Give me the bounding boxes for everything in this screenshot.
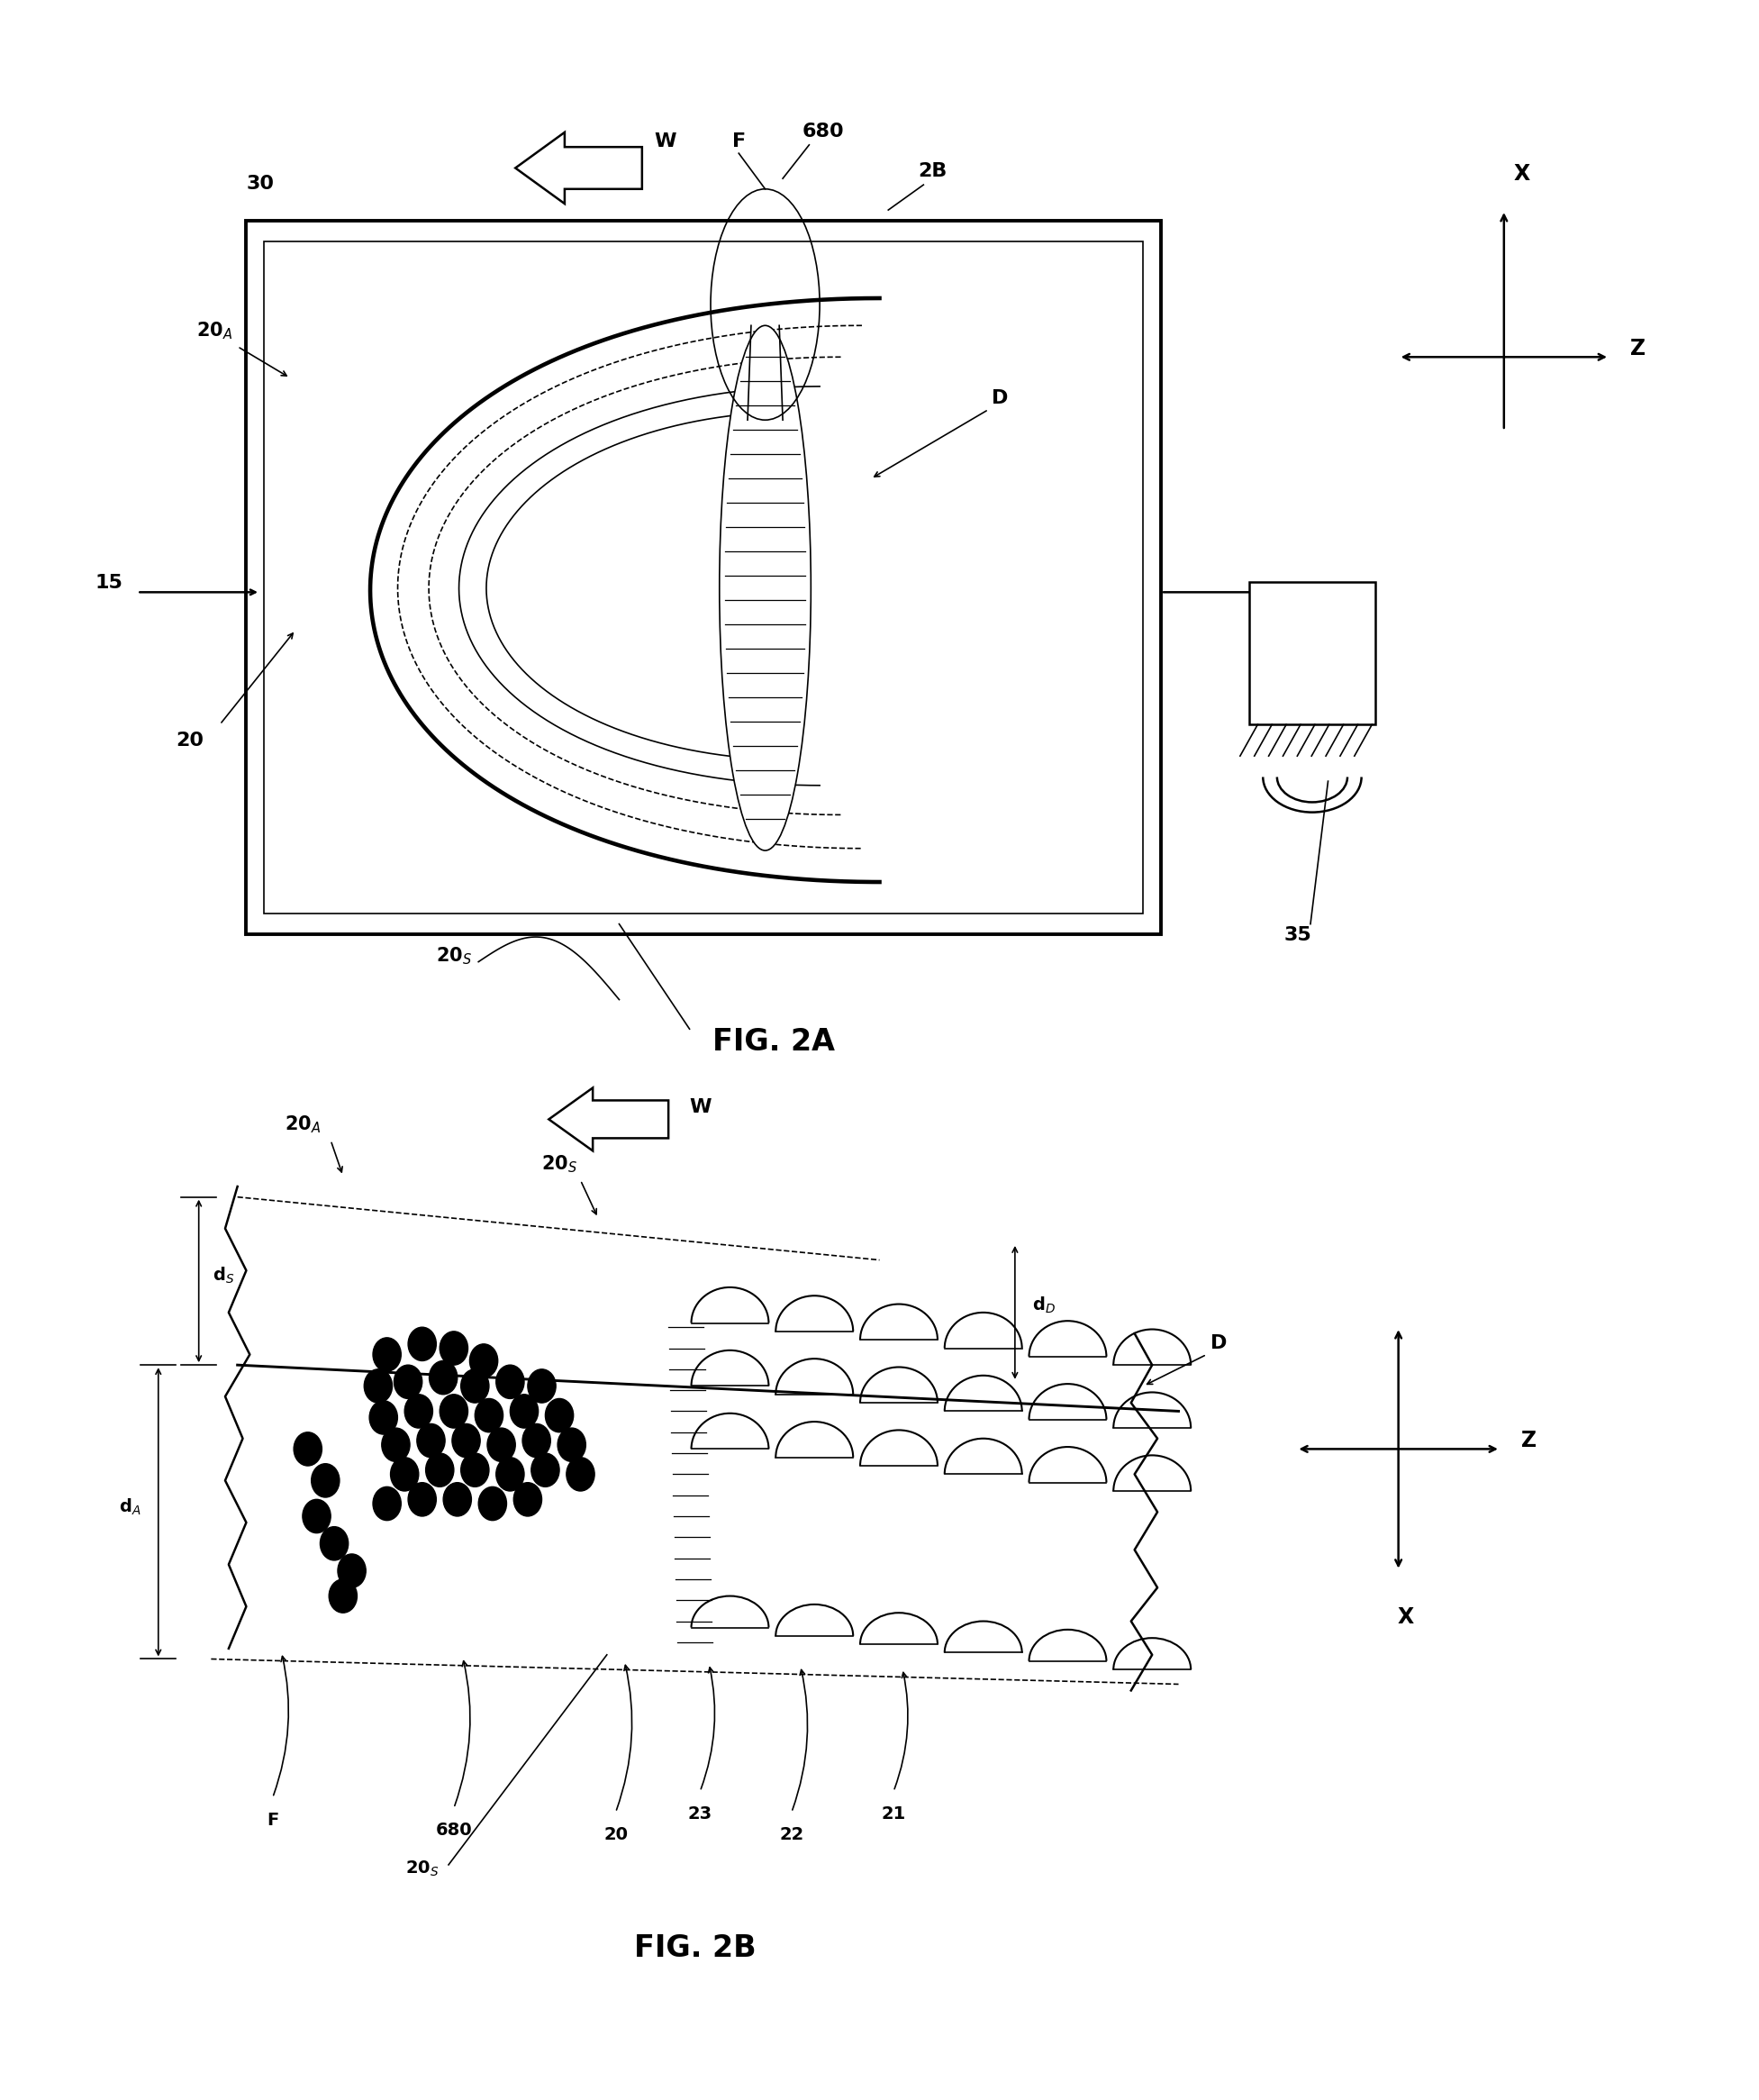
Ellipse shape — [719, 326, 811, 851]
Circle shape — [461, 1453, 489, 1487]
Text: 20$_S$: 20$_S$ — [405, 1858, 440, 1877]
Bar — [246, 220, 1161, 935]
Circle shape — [545, 1399, 573, 1432]
Circle shape — [408, 1327, 436, 1361]
Circle shape — [452, 1424, 480, 1457]
Circle shape — [510, 1394, 538, 1428]
Text: W: W — [690, 1098, 712, 1117]
Circle shape — [443, 1483, 471, 1516]
Circle shape — [429, 1361, 457, 1394]
FancyArrow shape — [515, 132, 642, 204]
Circle shape — [522, 1424, 551, 1457]
Text: 2B: 2B — [918, 162, 946, 181]
Text: FIG. 2B: FIG. 2B — [633, 1934, 756, 1964]
Circle shape — [461, 1369, 489, 1403]
Text: 20$_A$: 20$_A$ — [285, 1113, 320, 1134]
Text: W: W — [654, 132, 675, 151]
Text: 20: 20 — [176, 731, 204, 750]
Text: X: X — [1397, 1606, 1414, 1628]
Bar — [264, 242, 1143, 913]
Text: 30: 30 — [246, 174, 274, 193]
Text: 20$_A$: 20$_A$ — [197, 319, 232, 340]
Text: 22: 22 — [779, 1827, 804, 1844]
Circle shape — [320, 1527, 348, 1560]
Circle shape — [470, 1344, 498, 1378]
Text: 20: 20 — [603, 1827, 628, 1844]
Circle shape — [558, 1428, 586, 1462]
Circle shape — [496, 1457, 524, 1491]
Circle shape — [382, 1428, 410, 1462]
Text: 15: 15 — [95, 573, 123, 592]
Text: Z: Z — [1522, 1430, 1537, 1451]
Text: D: D — [992, 388, 1008, 407]
Circle shape — [373, 1338, 401, 1371]
Text: d$_A$: d$_A$ — [120, 1497, 141, 1516]
Circle shape — [514, 1483, 542, 1516]
Text: d$_D$: d$_D$ — [1033, 1296, 1055, 1315]
Text: F: F — [732, 132, 746, 151]
Circle shape — [338, 1554, 366, 1588]
Circle shape — [294, 1432, 322, 1466]
FancyArrow shape — [549, 1088, 668, 1151]
Circle shape — [364, 1369, 392, 1403]
Text: FIG. 2A: FIG. 2A — [712, 1027, 836, 1056]
Text: 23: 23 — [688, 1806, 712, 1823]
Circle shape — [329, 1579, 357, 1613]
Text: 21: 21 — [881, 1806, 906, 1823]
Circle shape — [303, 1499, 331, 1533]
Text: Z: Z — [1631, 338, 1646, 359]
Circle shape — [440, 1331, 468, 1365]
Circle shape — [496, 1365, 524, 1399]
Circle shape — [369, 1401, 398, 1434]
Circle shape — [311, 1464, 339, 1497]
Circle shape — [405, 1394, 433, 1428]
Text: X: X — [1513, 164, 1530, 185]
Circle shape — [390, 1457, 419, 1491]
Text: F: F — [267, 1812, 278, 1829]
Text: 680: 680 — [436, 1823, 471, 1840]
Circle shape — [478, 1487, 507, 1520]
Text: 35: 35 — [1284, 926, 1312, 945]
Text: d$_S$: d$_S$ — [213, 1266, 234, 1285]
Circle shape — [528, 1369, 556, 1403]
Circle shape — [408, 1483, 436, 1516]
Text: 20$_S$: 20$_S$ — [542, 1153, 577, 1174]
Circle shape — [426, 1453, 454, 1487]
Circle shape — [440, 1394, 468, 1428]
Text: 20$_S$: 20$_S$ — [436, 945, 471, 966]
Circle shape — [566, 1457, 595, 1491]
Circle shape — [417, 1424, 445, 1457]
Text: D: D — [1210, 1334, 1226, 1352]
Circle shape — [531, 1453, 559, 1487]
Circle shape — [394, 1365, 422, 1399]
Circle shape — [487, 1428, 515, 1462]
Circle shape — [475, 1399, 503, 1432]
Bar — [1249, 582, 1376, 724]
Text: 680: 680 — [802, 122, 844, 141]
Circle shape — [373, 1487, 401, 1520]
